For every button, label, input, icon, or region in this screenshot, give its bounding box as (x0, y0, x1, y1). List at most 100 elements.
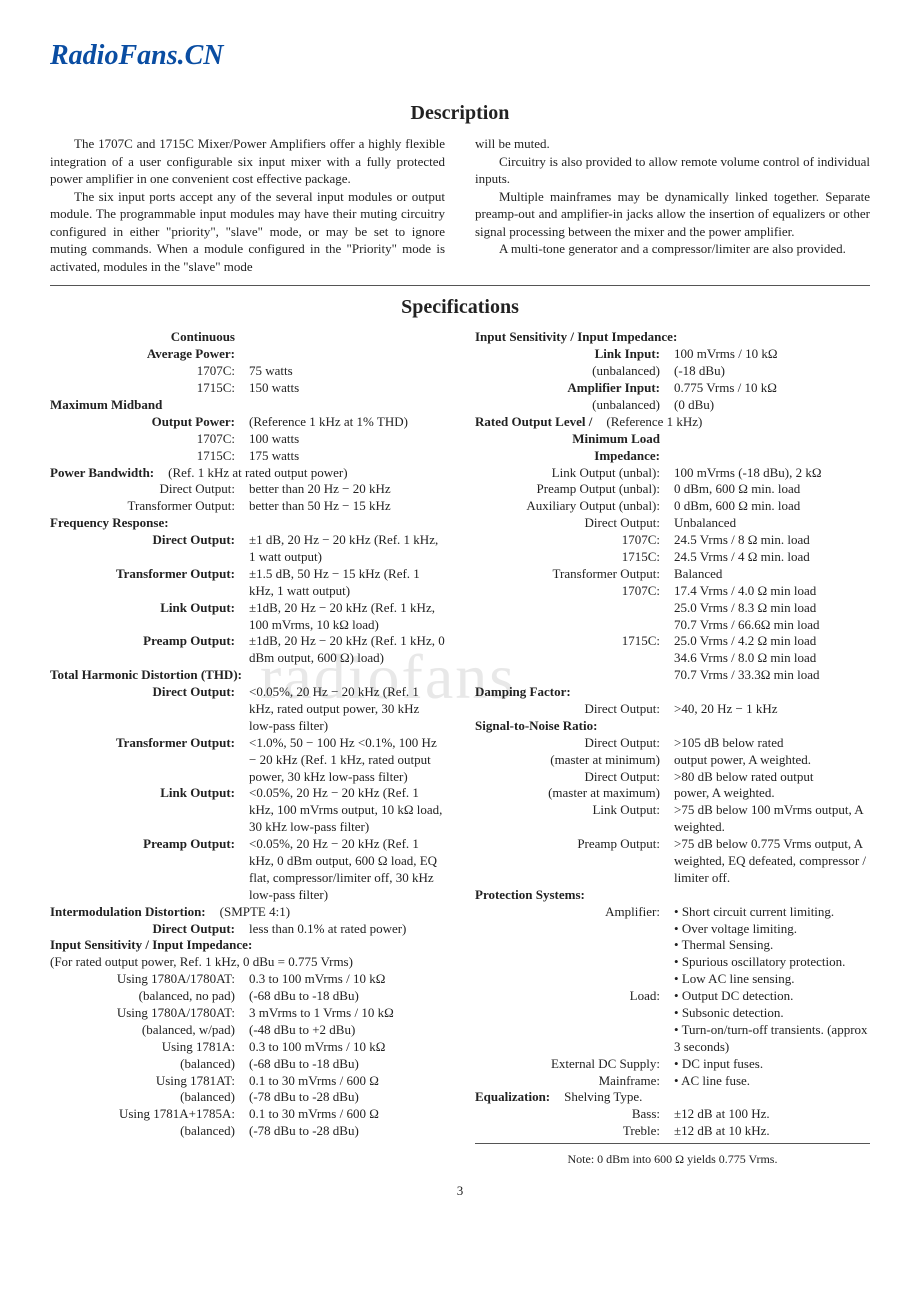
spec-value: 0 dBm, 600 Ω min. load (674, 498, 870, 515)
spec-value (611, 718, 870, 735)
spec-row: (balanced)(-78 dBu to -28 dBu) (50, 1089, 445, 1106)
spec-row: Rated Output Level /(Reference 1 kHz) (475, 414, 870, 431)
spec-label: External DC Supply: (475, 1056, 674, 1073)
spec-row: Minimum Load (475, 431, 870, 448)
desc-p1: The 1707C and 1715C Mixer/Power Amplifie… (50, 136, 445, 186)
spec-row: Treble:±12 dB at 10 kHz. (475, 1123, 870, 1140)
spec-label: Intermodulation Distortion: (50, 904, 220, 921)
spec-row: Input Sensitivity / Input Impedance: (50, 937, 445, 954)
spec-label: Preamp Output: (475, 836, 674, 887)
spec-value (176, 397, 445, 414)
spec-row: Intermodulation Distortion:(SMPTE 4:1) (50, 904, 445, 921)
spec-value: (-48 dBu to +2 dBu) (249, 1022, 445, 1039)
spec-value: 24.5 Vrms / 4 Ω min. load (674, 549, 870, 566)
spec-label: Direct Output: (475, 701, 674, 718)
spec-label: Direct Output: (475, 515, 674, 532)
spec-row: External DC Supply:DC input fuses. (475, 1056, 870, 1073)
spec-row: 70.7 Vrms / 33.3Ω min load (475, 667, 870, 684)
spec-value: >75 dB below 100 mVrms output, A weighte… (674, 802, 870, 836)
spec-label: Continuous (50, 329, 249, 346)
spec-label: Amplifier: (475, 904, 674, 988)
spec-row: Impedance: (475, 448, 870, 465)
spec-label: Amplifier Input: (475, 380, 674, 397)
bullet-item: Turn-on/turn-off transients. (approx 3 s… (674, 1022, 870, 1056)
spec-row: Input Sensitivity / Input Impedance: (475, 329, 870, 346)
divider (50, 285, 870, 286)
desc-p6: A multi-tone generator and a compressor/… (475, 241, 846, 256)
spec-row: Direct Output:±1 dB, 20 Hz − 20 kHz (Ref… (50, 532, 445, 566)
spec-row: Signal-to-Noise Ratio: (475, 718, 870, 735)
spec-label: 1707C: (475, 583, 674, 600)
spec-value (367, 954, 445, 971)
bullet-item: Over voltage limiting. (674, 921, 870, 938)
bullet-item: Spurious oscillatory protection. (674, 954, 870, 971)
spec-label: Direct Output: (475, 769, 674, 786)
spec-columns: ContinuousAverage Power:1707C:75 watts17… (50, 329, 870, 1167)
spec-value: (-78 dBu to -28 dBu) (249, 1089, 445, 1106)
spec-value (256, 667, 445, 684)
spec-value: 70.7 Vrms / 33.3Ω min load (674, 667, 870, 684)
spec-row: Direct Output:better than 20 Hz − 20 kHz (50, 481, 445, 498)
spec-label (475, 650, 674, 667)
spec-value: 25.0 Vrms / 8.3 Ω min load (674, 600, 870, 617)
spec-value: 100 mVrms / 10 kΩ (674, 346, 870, 363)
spec-row: Link Output (unbal):100 mVrms (-18 dBu),… (475, 465, 870, 482)
spec-value: <0.05%, 20 Hz − 20 kHz (Ref. 1 kHz, rate… (249, 684, 445, 735)
spec-label: Link Output (unbal): (475, 465, 674, 482)
spec-value: 175 watts (249, 448, 445, 465)
spec-value: less than 0.1% at rated power) (249, 921, 445, 938)
spec-value: ±12 dB at 100 Hz. (674, 1106, 870, 1123)
spec-row: (master at minimum)output power, A weigh… (475, 752, 870, 769)
spec-value: 0.775 Vrms / 10 kΩ (674, 380, 870, 397)
bullet-item: Thermal Sensing. (674, 937, 870, 954)
spec-label: Link Output: (50, 600, 249, 634)
spec-label: (master at minimum) (475, 752, 674, 769)
spec-row: Amplifier:Short circuit current limiting… (475, 904, 870, 988)
spec-row: 1707C:100 watts (50, 431, 445, 448)
spec-value: 34.6 Vrms / 8.0 Ω min load (674, 650, 870, 667)
spec-label: Average Power: (50, 346, 249, 363)
spec-label: 1715C: (50, 448, 249, 465)
spec-value: 0 dBm, 600 Ω min. load (674, 481, 870, 498)
spec-label: Frequency Response: (50, 515, 183, 532)
spec-value (249, 329, 445, 346)
spec-value: 24.5 Vrms / 8 Ω min. load (674, 532, 870, 549)
spec-label: Transformer Output: (50, 566, 249, 600)
spec-row: Transformer Output:±1.5 dB, 50 Hz − 15 k… (50, 566, 445, 600)
spec-value: better than 20 Hz − 20 kHz (249, 481, 445, 498)
spec-label: Direct Output: (50, 921, 249, 938)
spec-value: better than 50 Hz − 15 kHz (249, 498, 445, 515)
spec-value: 0.3 to 100 mVrms / 10 kΩ (249, 971, 445, 988)
spec-label: 1715C: (50, 380, 249, 397)
spec-row: (master at maximum)power, A weighted. (475, 785, 870, 802)
spec-label: (balanced) (50, 1089, 249, 1106)
spec-row: Link Output:±1dB, 20 Hz − 20 kHz (Ref. 1… (50, 600, 445, 634)
spec-row: Using 1781AT:0.1 to 30 mVrms / 600 Ω (50, 1073, 445, 1090)
spec-label: 1707C: (50, 363, 249, 380)
brand-header: RadioFans.CN (50, 40, 870, 72)
spec-row: Direct Output:less than 0.1% at rated po… (50, 921, 445, 938)
spec-value: (-78 dBu to -28 dBu) (249, 1123, 445, 1140)
spec-row: Using 1781A+1785A:0.1 to 30 mVrms / 600 … (50, 1106, 445, 1123)
spec-value: >40, 20 Hz − 1 kHz (674, 701, 870, 718)
spec-label: Auxiliary Output (unbal): (475, 498, 674, 515)
spec-label (475, 617, 674, 634)
spec-value: (-68 dBu to -18 dBu) (249, 988, 445, 1005)
spec-row: 1707C:24.5 Vrms / 8 Ω min. load (475, 532, 870, 549)
spec-value: >75 dB below 0.775 Vrms output, A weight… (674, 836, 870, 887)
spec-value: 0.1 to 30 mVrms / 600 Ω (249, 1106, 445, 1123)
spec-value: Unbalanced (674, 515, 870, 532)
spec-value (183, 515, 445, 532)
spec-value: (Ref. 1 kHz at rated output power) (168, 465, 445, 482)
spec-label: Minimum Load (475, 431, 674, 448)
spec-value (674, 448, 870, 465)
spec-label: 1715C: (475, 549, 674, 566)
page-number: 3 (50, 1183, 870, 1199)
spec-label: Damping Factor: (475, 684, 585, 701)
spec-row: Total Harmonic Distortion (THD): (50, 667, 445, 684)
spec-row: (balanced, no pad)(-68 dBu to -18 dBu) (50, 988, 445, 1005)
spec-row: 25.0 Vrms / 8.3 Ω min load (475, 600, 870, 617)
spec-title: Specifications (50, 296, 870, 319)
desc-p4: Circuitry is also provided to allow remo… (475, 154, 870, 187)
spec-row: Link Output:>75 dB below 100 mVrms outpu… (475, 802, 870, 836)
